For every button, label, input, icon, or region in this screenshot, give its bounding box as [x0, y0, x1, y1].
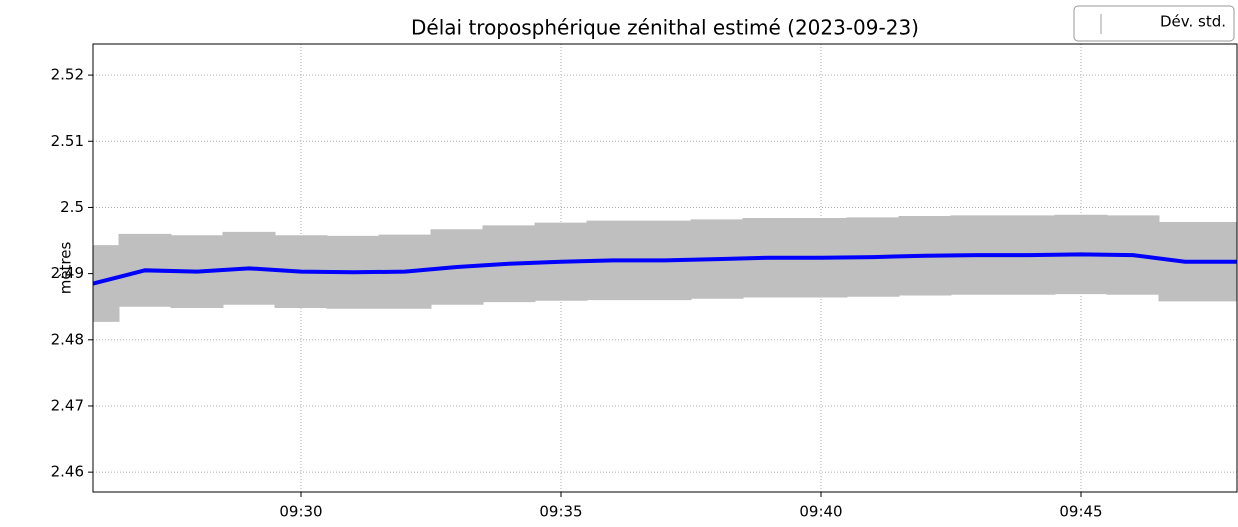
x-tick-label: 09:45 [1059, 503, 1102, 521]
y-tick-label: 2.49 [51, 264, 84, 282]
y-axis-label: mètres [57, 242, 75, 295]
chart-title: Délai troposphérique zénithal estimé (20… [411, 16, 919, 40]
plot-frame [92, 43, 1238, 493]
y-tick-label: 2.52 [51, 66, 84, 84]
y-tick-label: 2.51 [51, 132, 84, 150]
x-tick-label: 09:35 [539, 503, 582, 521]
x-tick-label: 09:40 [799, 503, 842, 521]
data [93, 214, 1237, 322]
legend-box [1073, 5, 1235, 42]
y-tick-label: 2.46 [51, 463, 84, 481]
y-tick-label: 2.5 [60, 198, 84, 216]
x-tick-label: 09:30 [279, 503, 322, 521]
y-tick-label: 2.47 [51, 396, 84, 414]
data-line [93, 252, 1237, 286]
y-tick-label: 2.48 [51, 330, 84, 348]
legend-label: Dév. std. [1160, 13, 1226, 31]
